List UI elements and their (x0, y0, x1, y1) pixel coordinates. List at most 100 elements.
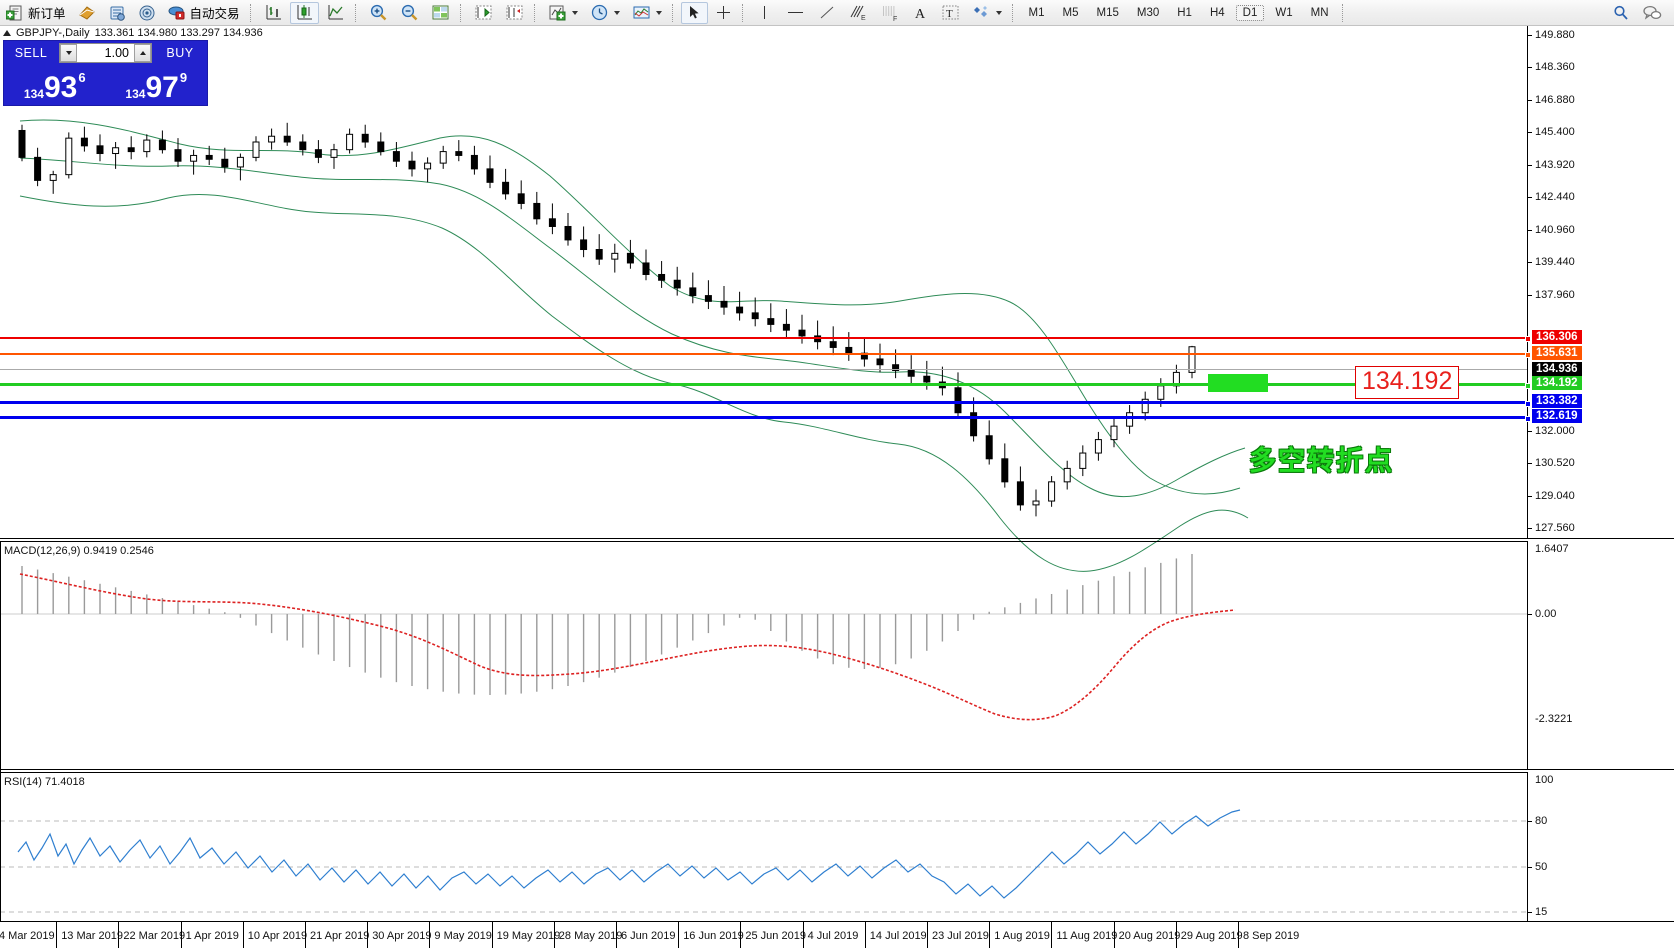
candlestick-chart-button[interactable] (289, 1, 319, 24)
level-line-support-1[interactable] (0, 401, 1531, 407)
bar-chart-button[interactable] (259, 2, 288, 24)
chinese-annotation-note[interactable]: 多空转折点 (1249, 446, 1394, 477)
channel-button[interactable]: F (875, 2, 905, 24)
chart-surface[interactable]: GBPJPY-,Daily 133.361 134.980 133.297 13… (0, 26, 1674, 948)
date-axis[interactable]: 4 Mar 2019 13 Mar 2019 22 Mar 2019 1 Apr 20… (0, 921, 1674, 948)
date-tick: 10 Apr 2019 (242, 922, 307, 948)
indicators-list-icon (549, 5, 566, 21)
level-anchor-3[interactable] (1525, 383, 1531, 389)
zoom-in-button[interactable] (364, 2, 393, 24)
date-tick: 1 Aug 2019 (989, 922, 1050, 948)
timeframe-m5[interactable]: M5 (1062, 6, 1079, 19)
price-axis[interactable]: 149.880 148.360 146.880 145.400 143.920 … (1527, 26, 1674, 538)
chart-grid-button[interactable] (426, 2, 455, 24)
volume-dropdown-button[interactable] (60, 44, 77, 62)
fibo-button[interactable]: E (843, 2, 873, 24)
chevron-down-icon-4[interactable] (995, 10, 1002, 15)
price-tick: 149.880 (1528, 29, 1575, 41)
level-anchor-5[interactable] (1525, 416, 1531, 422)
level-line-resistance-1[interactable] (0, 336, 1531, 342)
price-tick: 145.400 (1528, 126, 1575, 138)
new-order-label: 新订单 (28, 7, 66, 21)
search-button[interactable] (1607, 2, 1635, 24)
trendline-icon (820, 6, 833, 19)
date-tick: 28 May 2019 (553, 922, 622, 948)
sell-price-display[interactable]: 134 93 6 (5, 65, 105, 104)
svg-text:A: A (915, 7, 926, 21)
date-tick: 23 Jul 2019 (927, 922, 989, 948)
zoom-out-button[interactable] (395, 2, 424, 24)
volume-stepper[interactable]: 1.00 (59, 43, 152, 63)
auto-scroll-button[interactable] (500, 2, 529, 24)
auto-trading-button[interactable]: 自动交易 (163, 2, 245, 24)
chevron-down-icon-3[interactable] (655, 10, 662, 15)
buy-price-display[interactable]: 134 97 9 (106, 65, 206, 104)
level-anchor-1[interactable] (1525, 336, 1531, 342)
chevron-up-icon-volume (139, 51, 146, 55)
level-line-support-2[interactable] (0, 416, 1531, 422)
price-tag-annotation[interactable]: 134.192 (1355, 366, 1460, 399)
text-label-button[interactable]: T (936, 2, 965, 24)
price-chip-support-2[interactable]: 132.619 (1532, 409, 1582, 423)
one-click-trading-panel[interactable]: SELL 1.00 BUY 134 93 6 134 97 9 (3, 40, 208, 106)
timeframe-m15[interactable]: M15 (1096, 6, 1119, 19)
timeframe-h1[interactable]: H1 (1177, 6, 1192, 19)
timeframe-h4[interactable]: H4 (1209, 6, 1225, 19)
line-chart-button[interactable] (321, 2, 350, 24)
level-anchor-2[interactable] (1525, 352, 1531, 358)
templates-button[interactable] (73, 2, 101, 24)
templates-dropdown-button[interactable] (627, 2, 667, 24)
macd-axis[interactable]: 1.6407 0.00 -2.3221 (1527, 541, 1674, 769)
data-window-button[interactable] (103, 2, 131, 24)
volume-increment-button[interactable] (134, 44, 151, 62)
level-line-pivot[interactable] (0, 383, 1531, 389)
sell-button[interactable]: SELL (14, 46, 48, 60)
price-chip-resistance-1[interactable]: 136.306 (1532, 330, 1582, 344)
text-button[interactable]: A (907, 2, 934, 24)
chart-shift-button[interactable] (469, 2, 498, 24)
shapes-button[interactable] (967, 2, 1007, 24)
horizontal-line-icon (787, 12, 803, 13)
macd-tick: 0.00 (1528, 608, 1556, 620)
vertical-line-button[interactable] (751, 2, 778, 24)
toolbar-separator-2 (354, 3, 359, 22)
chevron-down-icon[interactable] (571, 10, 578, 15)
date-tick: 30 Apr 2019 (367, 922, 432, 948)
highlight-rectangle[interactable] (1208, 374, 1268, 392)
level-anchor-4[interactable] (1525, 401, 1531, 407)
volume-input[interactable]: 1.00 (77, 44, 134, 62)
new-order-icon (6, 5, 22, 20)
macd-tick: -2.3221 (1535, 713, 1573, 725)
price-tick: 148.360 (1528, 61, 1575, 73)
trendline-button[interactable] (813, 2, 841, 24)
collapse-triangle-icon[interactable] (3, 29, 11, 36)
level-line-resistance-2[interactable] (0, 352, 1531, 358)
data-window-icon (110, 6, 125, 21)
timeframe-mn[interactable]: MN (1310, 6, 1329, 19)
date-tick: 16 Jun 2019 (678, 922, 744, 948)
timeframe-w1[interactable]: W1 (1275, 6, 1293, 19)
price-tick: 130.520 (1528, 457, 1575, 469)
new-order-button[interactable]: 新订单 (1, 2, 71, 24)
crosshair-button[interactable] (710, 2, 737, 24)
chevron-down-icon-2[interactable] (613, 10, 620, 15)
rsi-axis[interactable]: 100 80 50 15 0 (1527, 772, 1674, 934)
horizontal-line-button[interactable] (780, 2, 811, 24)
cursor-button[interactable] (680, 1, 708, 24)
market-watch-button[interactable] (133, 2, 161, 24)
chat-button[interactable] (1637, 2, 1667, 24)
price-chip-pivot[interactable]: 134.192 (1532, 376, 1582, 390)
buy-button[interactable]: BUY (166, 46, 194, 60)
timeframe-m1[interactable]: M1 (1028, 6, 1045, 19)
shapes-icon (973, 6, 987, 17)
indicator-list-button[interactable] (543, 2, 583, 24)
period-button[interactable] (585, 2, 625, 24)
timeframe-m30[interactable]: M30 (1136, 6, 1160, 19)
fibo-icon: E (850, 5, 866, 22)
price-chip-resistance-2[interactable]: 135.631 (1532, 346, 1582, 360)
price-tick: 146.880 (1528, 94, 1575, 106)
price-chip-support-1[interactable]: 133.382 (1532, 394, 1582, 408)
date-tick: 1 Apr 2019 (180, 922, 239, 948)
text-icon: A (915, 7, 926, 21)
timeframe-d1[interactable]: D1 (1235, 4, 1265, 21)
